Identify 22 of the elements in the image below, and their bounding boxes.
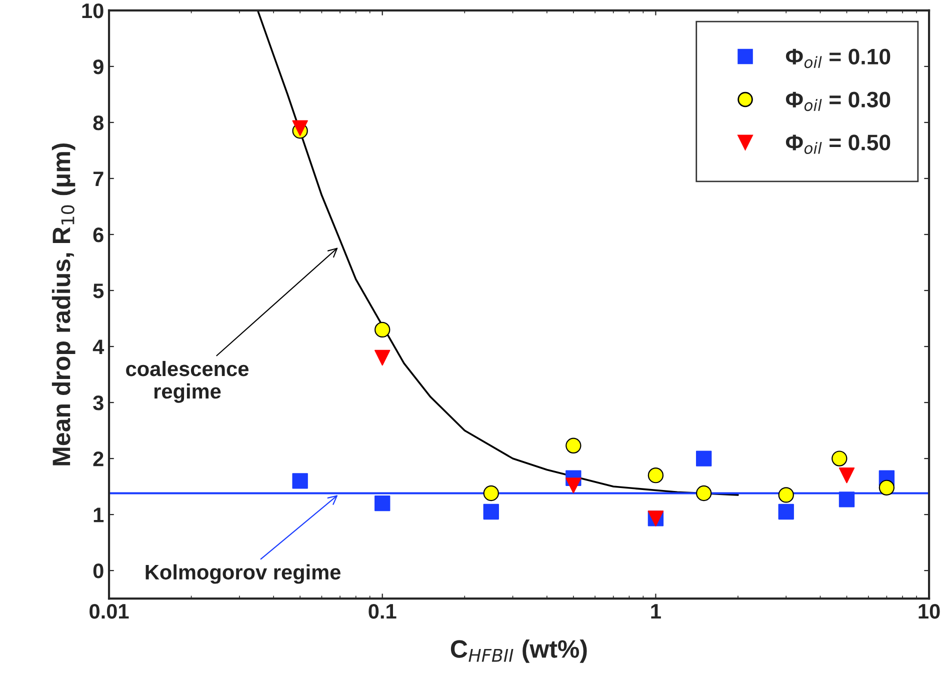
y-tick-label: 6 bbox=[93, 227, 104, 242]
y-axis-title: Mean drop radius, R$_{10}$ (μm) bbox=[52, 144, 76, 466]
annotation: coalescence regime bbox=[126, 360, 249, 403]
y-tick-label: 4 bbox=[92, 340, 104, 354]
y-tick-label: 7 bbox=[93, 172, 104, 186]
y-tick-label: 1 bbox=[94, 508, 104, 522]
y-tick-label: 8 bbox=[93, 115, 104, 130]
x-tick-label: 0.01 bbox=[90, 604, 129, 619]
y-tick-label: 10 bbox=[82, 3, 104, 18]
x-tick-label: 0.1 bbox=[368, 604, 396, 619]
y-tick-label: 2 bbox=[93, 452, 104, 466]
annotation: Kolmogorov regime bbox=[146, 564, 340, 584]
legend-label: Φ$_{oil}$ = 0.30 bbox=[786, 92, 890, 112]
legend-label: Φ$_{oil}$ = 0.50 bbox=[786, 134, 890, 154]
y-tick-label: 9 bbox=[93, 59, 104, 74]
x-tick-label: 1 bbox=[651, 604, 661, 619]
y-tick-label: 3 bbox=[93, 396, 104, 410]
x-axis-title: C$_{HFBII}$ (wt%) bbox=[450, 640, 587, 663]
y-tick-label: 0 bbox=[93, 564, 104, 578]
x-tick-label: 10 bbox=[918, 604, 940, 619]
legend-label: Φ$_{oil}$ = 0.10 bbox=[786, 48, 890, 68]
y-tick-label: 5 bbox=[93, 284, 104, 298]
